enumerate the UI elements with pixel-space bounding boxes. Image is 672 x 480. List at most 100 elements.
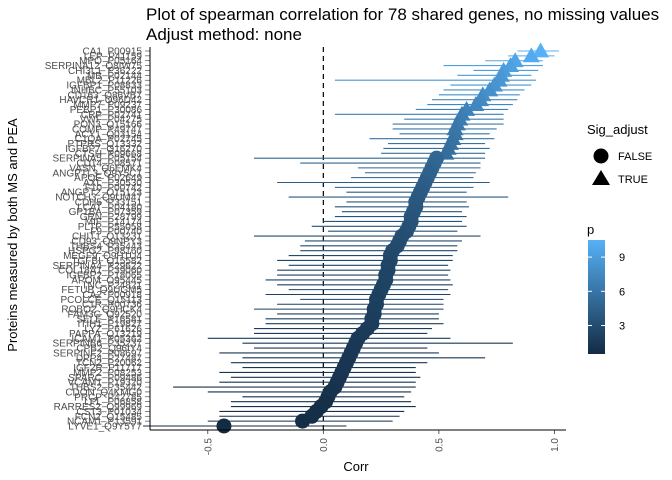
y-tick-label: MPO_P05164 <box>79 56 142 67</box>
y-tick-label: GRN_P28799 <box>80 212 143 223</box>
color-legend: p 3 6 9 <box>587 222 625 354</box>
legend-label-false: FALSE <box>618 151 652 163</box>
plot-panel <box>143 42 560 434</box>
y-tick-label: LEP_P41159 <box>84 51 143 62</box>
y-tick-label: ICAM1_P05362 <box>71 334 142 345</box>
y-tick-label: IGFBP2_P18065 <box>66 271 142 282</box>
y-tick-label: INHBC_P55103 <box>71 85 143 96</box>
x-axis-title: Corr <box>343 459 369 474</box>
y-tick-label: C1QA_P02745 <box>75 134 143 145</box>
y-tick-label: SERPINA4_P29622 <box>52 261 142 272</box>
point-triangle <box>467 96 485 111</box>
y-tick-label: LYVE1_Q9Y5Y7 <box>68 422 142 433</box>
y-tick-label: THBS4_P35443 <box>70 241 143 252</box>
y-tick-label: C1R_P00736 <box>82 300 142 311</box>
legend-label-true: TRUE <box>618 174 648 186</box>
y-tick-label: MMP7_P09237 <box>73 100 142 111</box>
y-tick-label: IGF2R_P11717 <box>73 363 142 374</box>
y-tick-label: HSPG2_P98160 <box>68 246 142 257</box>
y-tick-label: F10_P00742 <box>85 183 143 194</box>
legend-circle-icon <box>593 148 609 164</box>
y-tick-label: PRCP_P42785 <box>74 392 142 403</box>
y-tick-label: AXL_P30530 <box>83 178 142 189</box>
x-axis: -0.5 0.0 0.5 1.0 <box>150 429 566 456</box>
y-tick-label: SPARC_P09486 <box>68 373 142 384</box>
y-tick-label: HAVCR1_Q96D42 <box>59 95 142 106</box>
y-tick-label: TCN2_P20062 <box>76 358 143 369</box>
y-tick-label: NOTCH3_Q9UM47 <box>55 193 142 204</box>
y-tick-label: SERPINF2_P08697 <box>53 348 142 359</box>
y-tick-label: MB_P02144 <box>87 71 142 82</box>
y-tick-label: CD163_Q86VB7 <box>68 90 143 101</box>
y-tick-label: COL18A1_P39060 <box>58 266 142 277</box>
point-triangle <box>532 42 550 58</box>
y-tick-label: PEBP1_P30086 <box>70 105 143 116</box>
x-tick-label: 0.0 <box>319 438 330 452</box>
y-tick-label: SERPINA5_P05154 <box>52 154 142 165</box>
y-tick-label: CDON_Q4KMG0 <box>65 387 142 398</box>
y-tick-label: CDH5_P33151 <box>75 197 143 208</box>
y-tick-label: LPL_P06858 <box>84 397 142 408</box>
y-tick-label: CHIT1_Q13231 <box>72 232 142 243</box>
point-triangle <box>522 47 540 63</box>
y-tick-label: LYZ_P61626 <box>84 324 142 335</box>
y-tick-label: FETUB_Q9UGM5 <box>61 285 142 296</box>
y-tick-label: VASN_Q6EMK4 <box>69 163 142 174</box>
y-tick-label: VCAM1_P19320 <box>68 378 143 389</box>
y-tick-label: SERPINA12_Q8IW75 <box>45 61 143 72</box>
y-tick-label: THBS2_P35442 <box>70 383 143 394</box>
y-tick-label: ROBO2_Q9HCK4 <box>61 305 142 316</box>
y-tick-label: LCAT_P04180 <box>77 202 142 213</box>
y-tick-label: CHI3L1_P36222 <box>68 66 142 77</box>
y-tick-labels: CA1_P00915LEP_P41159MPO_P05164SERPINA12_… <box>45 47 151 433</box>
y-tick-label: CST3_P01034 <box>76 407 142 418</box>
y-tick-label: RARRES2_Q99969 <box>54 402 143 413</box>
x-tick-label: -0.5 <box>203 438 214 456</box>
y-tick-label: MIF_P14174 <box>85 217 143 228</box>
y-tick-label: ANGPTL3_Q9Y5C1 <box>53 168 143 179</box>
colorbar-label: 9 <box>619 252 625 264</box>
color-legend-title: p <box>587 222 594 237</box>
y-tick-label: SERPINB6_P35237 <box>52 339 142 350</box>
y-tick-label: DPP4_P27487 <box>76 353 143 364</box>
y-tick-label: CD14_P08571 <box>76 159 142 170</box>
y-tick-label: PAPPA_Q13219 <box>69 329 142 340</box>
y-tick-label: PLTP_P55058 <box>78 222 143 233</box>
y-tick-label: F9_P00740 <box>90 227 142 238</box>
y-tick-label: CA2_P00918 <box>83 290 143 301</box>
x-tick-label: 1.0 <box>550 438 561 452</box>
y-tick-label: MEGF9_Q9H1U4 <box>63 251 142 262</box>
y-tick-label: ITIH1_P19827 <box>78 319 143 330</box>
shape-legend: Sig_adjust FALSE TRUE <box>587 122 652 186</box>
y-tick-label: FCN2_Q15485 <box>75 412 143 423</box>
y-tick-label: APOM_O95445 <box>71 275 142 286</box>
y-tick-label: CTSH_P09668 <box>75 149 143 160</box>
y-tick-label: CA1_P00915 <box>83 47 143 58</box>
y-tick-label: CRP_P02741 <box>81 110 143 121</box>
y-tick-label: CPB2_Q96IY4 <box>76 344 142 355</box>
y-tick-label: NCAM1_P13591 <box>67 417 142 428</box>
point-circle <box>216 418 232 434</box>
y-tick-label: PTPRS_Q13332 <box>68 139 143 150</box>
y-tick-label: SELE_P16581 <box>76 314 142 325</box>
y-tick-label: ANGPT2_O15123 <box>61 188 143 199</box>
y-tick-label: TNC_P24821 <box>81 280 142 291</box>
y-tick-label: APOE_P02649 <box>74 173 142 184</box>
point-circle <box>295 413 311 429</box>
y-tick-label: FAM3C_Q92520 <box>68 309 143 320</box>
y-tick-label: ACY1_Q03154 <box>75 129 143 140</box>
y-tick-label: PON3_Q15166 <box>74 120 143 131</box>
chart-title-line-1: Plot of spearman correlation for 78 shar… <box>146 5 659 24</box>
y-tick-label: CD93_Q9NPY3 <box>71 236 142 247</box>
x-tick-label: 0.5 <box>434 438 445 452</box>
y-axis-title: Proteins measured by both MS and PEA <box>5 118 20 352</box>
y-tick-label: TGFBI_Q15582 <box>71 256 142 267</box>
colorbar-label: 6 <box>619 286 625 298</box>
y-tick-label: GP1BA_P07359 <box>69 207 143 218</box>
y-tick-label: IGFBP1_P08833 <box>66 81 142 92</box>
colorbar-label: 3 <box>619 321 625 333</box>
y-tick-label: IGFBP7_Q16270 <box>65 144 142 155</box>
y-tick-label: MMP2_P08253 <box>73 368 142 379</box>
y-tick-label: PCOLCE_Q15113 <box>60 295 142 306</box>
